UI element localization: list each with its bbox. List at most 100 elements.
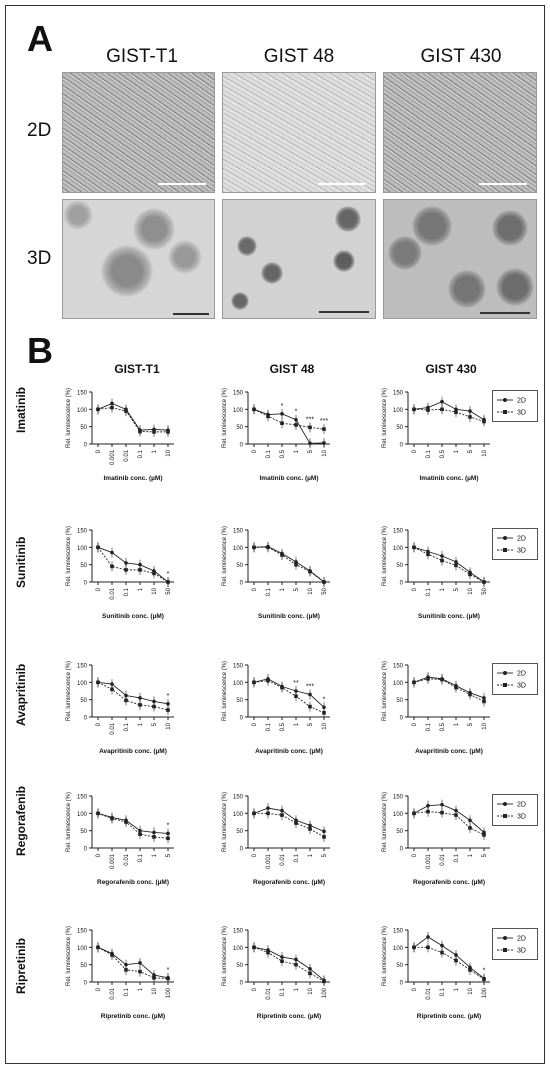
chart-ripretinib-3: 0 50 100 150 Rel. luminescence (%) 0 0.01 0.1 1 1…: [382, 926, 490, 1020]
y-tick-label: 50: [236, 963, 243, 969]
x-tick-label: 0.1: [266, 722, 272, 731]
x-tick-label: 0: [252, 722, 258, 726]
x-tick-label: 5: [454, 587, 460, 591]
y-tick-label: 150: [393, 795, 404, 801]
y-tick-label: 50: [236, 698, 243, 704]
x-tick-label: 0.5: [280, 449, 286, 458]
data-point-2d: [138, 696, 142, 700]
x-tick-label: 0.01: [440, 853, 446, 865]
panel-label-b: B: [27, 330, 53, 371]
spheroid: [133, 208, 175, 250]
data-point-3d: [322, 835, 326, 839]
x-tick-label: 0: [96, 449, 102, 453]
data-point-3d: [280, 959, 284, 963]
legend-graphic: 2D 3D: [497, 536, 526, 555]
y-tick-label: 150: [77, 664, 88, 670]
series-line-3d: [97, 547, 169, 583]
data-point-3d: [322, 711, 326, 715]
y-axis-label: Rel. luminescence (%): [222, 388, 228, 448]
plot-area: 0 50 100 150 Rel. luminescence (%) 0 0.1 0.5 1 5 1…: [222, 661, 330, 755]
col-heading-a-gist-48: GIST 48: [263, 46, 335, 67]
spheroid: [261, 262, 283, 284]
significance-marker: *: [167, 693, 170, 700]
y-tick-label: 50: [236, 563, 243, 569]
y-tick-label: 100: [233, 408, 244, 414]
data-point-3d: [308, 569, 312, 574]
data-point-3d: [468, 692, 472, 697]
significance-marker: *: [167, 571, 170, 578]
y-tick-label: 100: [77, 408, 88, 414]
legend-label: 2D: [517, 802, 526, 809]
y-tick-label: 50: [80, 698, 87, 704]
spheroid: [333, 250, 355, 272]
data-point-3d: [468, 572, 472, 577]
data-point-3d: [110, 687, 114, 692]
x-axis-label: Ripretinib conc. (µM): [257, 1013, 321, 1020]
data-point-3d: [280, 553, 284, 557]
chart-avapritinib-2: 0 50 100 150 Rel. luminescence (%) 0 0.1 0.5 1 5 1…: [222, 661, 330, 755]
x-tick-label: 0.1: [124, 587, 130, 596]
plot-area: 0 50 100 150 Rel. luminescence (%) 0 0.1 1 5 10 50…: [222, 526, 330, 620]
chart-imatinib-2: 0 50 100 150 Rel. luminescence (%) 0 0.1 0.5 1 5 1…: [222, 388, 330, 482]
y-tick-label: 100: [77, 812, 88, 818]
series-line-2d: [253, 678, 325, 708]
data-point-3d: [96, 545, 100, 550]
drug-heading-ripretinib: Ripretinib: [14, 938, 28, 994]
data-point-2d: [294, 417, 298, 422]
data-point-3d: [308, 827, 312, 831]
x-axis-label: Ripretinib conc. (µM): [417, 1013, 481, 1020]
data-point-3d: [152, 430, 156, 434]
y-tick-label: 100: [393, 681, 404, 687]
y-tick-label: 50: [396, 829, 403, 835]
series-line-2d: [253, 946, 325, 981]
y-tick-label: 0: [400, 443, 404, 449]
y-axis-label: Rel. luminescence (%): [222, 526, 228, 586]
x-tick-label: 10: [482, 449, 488, 456]
legend-box: 2D 3D: [492, 928, 538, 960]
micrograph-gist-430-2d: [383, 72, 537, 193]
data-point-3d: [96, 680, 100, 685]
legend-marker-3d: [503, 814, 507, 818]
data-point-3d: [426, 552, 430, 557]
data-point-3d: [308, 425, 312, 430]
legend-label: 3D: [517, 548, 526, 555]
y-tick-label: 100: [393, 946, 404, 952]
x-tick-label: 5: [152, 722, 158, 726]
data-point-2d: [322, 441, 326, 445]
x-tick-label: 10: [322, 449, 328, 456]
figure-frame: [5, 5, 545, 1064]
data-point-3d: [252, 545, 256, 550]
significance-marker: *: [323, 696, 326, 703]
x-tick-label: 5: [468, 449, 474, 453]
data-point-3d: [124, 409, 128, 413]
data-point-3d: [440, 950, 444, 955]
series-line-2d: [253, 408, 325, 444]
x-tick-label: 0.1: [138, 449, 144, 458]
x-tick-label: 1: [454, 449, 460, 453]
y-axis-label: Rel. luminescence (%): [382, 926, 388, 986]
data-point-2d: [124, 561, 128, 565]
x-tick-label: 0: [252, 587, 258, 591]
chart-imatinib-3: 0 50 100 150 Rel. luminescence (%) 0 0.1 0.5 1 5 1…: [382, 388, 490, 482]
x-axis-label: Sunitinib conc. (µM): [102, 613, 164, 620]
y-tick-label: 150: [233, 664, 244, 670]
series-line-3d: [254, 546, 325, 583]
x-tick-label: 0: [96, 722, 102, 726]
series-line-3d: [254, 812, 325, 838]
significance-marker: *: [167, 822, 170, 829]
data-point-3d: [252, 945, 256, 950]
data-point-2d: [426, 803, 430, 808]
x-axis-label: Sunitinib conc. (µM): [258, 613, 320, 620]
scale-bar: [318, 183, 366, 185]
spheroid: [63, 200, 93, 230]
data-point-3d: [166, 580, 170, 584]
data-point-3d: [426, 677, 430, 681]
data-point-3d: [152, 835, 156, 839]
data-point-3d: [294, 423, 298, 427]
legend-marker-2d: [503, 671, 507, 675]
legend-label: 2D: [517, 936, 526, 943]
data-point-2d: [280, 412, 284, 416]
data-point-3d: [440, 677, 444, 682]
data-point-3d: [426, 408, 430, 412]
data-point-2d: [454, 953, 458, 957]
